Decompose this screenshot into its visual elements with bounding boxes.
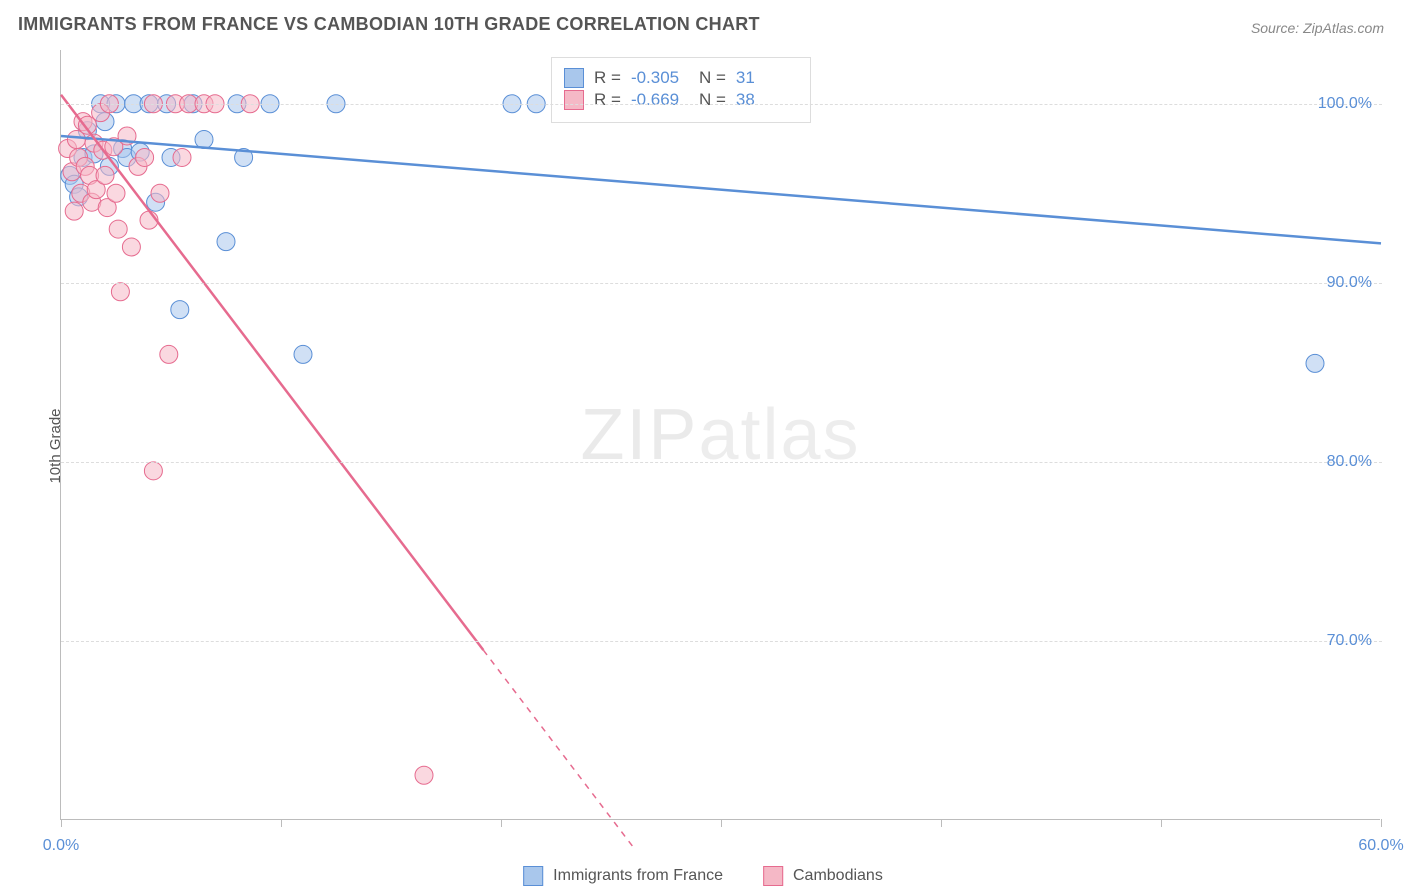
n-value-series2: 38 bbox=[736, 90, 794, 110]
data-point bbox=[144, 462, 162, 480]
n-value-series1: 31 bbox=[736, 68, 794, 88]
data-point bbox=[217, 233, 235, 251]
y-tick-label: 70.0% bbox=[1327, 632, 1372, 650]
data-point bbox=[109, 220, 127, 238]
x-tick bbox=[941, 819, 942, 827]
data-point bbox=[111, 283, 129, 301]
gridline bbox=[61, 283, 1382, 284]
gridline bbox=[61, 104, 1382, 105]
swatch-series1 bbox=[564, 68, 584, 88]
legend-item-1: Immigrants from France bbox=[523, 866, 723, 886]
x-tick bbox=[721, 819, 722, 827]
chart-title: IMMIGRANTS FROM FRANCE VS CAMBODIAN 10TH… bbox=[18, 14, 760, 35]
plot-svg bbox=[61, 50, 1380, 819]
y-tick-label: 80.0% bbox=[1327, 453, 1372, 471]
source-credit: Source: ZipAtlas.com bbox=[1251, 20, 1384, 36]
data-point bbox=[136, 148, 154, 166]
x-tick bbox=[1161, 819, 1162, 827]
trendline bbox=[61, 136, 1381, 243]
data-point bbox=[1306, 354, 1324, 372]
gridline bbox=[61, 641, 1382, 642]
stats-row-series1: R = -0.305 N = 31 bbox=[564, 68, 794, 88]
swatch-series2 bbox=[564, 90, 584, 110]
data-point bbox=[160, 345, 178, 363]
stats-row-series2: R = -0.669 N = 38 bbox=[564, 90, 794, 110]
legend-swatch-1 bbox=[523, 866, 543, 886]
x-tick-label: 0.0% bbox=[43, 837, 79, 855]
legend-swatch-2 bbox=[763, 866, 783, 886]
n-label: N = bbox=[699, 90, 726, 110]
stats-legend-box: R = -0.305 N = 31 R = -0.669 N = 38 bbox=[551, 57, 811, 123]
data-point bbox=[415, 766, 433, 784]
x-tick bbox=[1381, 819, 1382, 827]
trendline-extrapolated bbox=[483, 650, 633, 847]
legend-item-2: Cambodians bbox=[763, 866, 883, 886]
data-point bbox=[151, 184, 169, 202]
data-point bbox=[65, 202, 83, 220]
data-point bbox=[294, 345, 312, 363]
data-point bbox=[173, 148, 191, 166]
data-point bbox=[171, 301, 189, 319]
r-value-series1: -0.305 bbox=[631, 68, 689, 88]
x-tick bbox=[501, 819, 502, 827]
x-tick-label: 60.0% bbox=[1358, 837, 1403, 855]
x-tick bbox=[281, 819, 282, 827]
data-point bbox=[96, 166, 114, 184]
n-label: N = bbox=[699, 68, 726, 88]
legend-label-2: Cambodians bbox=[793, 867, 883, 885]
y-tick-label: 100.0% bbox=[1318, 95, 1372, 113]
gridline bbox=[61, 462, 1382, 463]
data-point bbox=[122, 238, 140, 256]
bottom-legend: Immigrants from France Cambodians bbox=[523, 866, 883, 886]
r-value-series2: -0.669 bbox=[631, 90, 689, 110]
trendline bbox=[61, 95, 483, 650]
r-label: R = bbox=[594, 68, 621, 88]
legend-label-1: Immigrants from France bbox=[553, 867, 723, 885]
x-tick bbox=[61, 819, 62, 827]
r-label: R = bbox=[594, 90, 621, 110]
data-point bbox=[107, 184, 125, 202]
y-tick-label: 90.0% bbox=[1327, 274, 1372, 292]
chart-area: ZIPatlas R = -0.305 N = 31 R = -0.669 N … bbox=[60, 50, 1380, 820]
